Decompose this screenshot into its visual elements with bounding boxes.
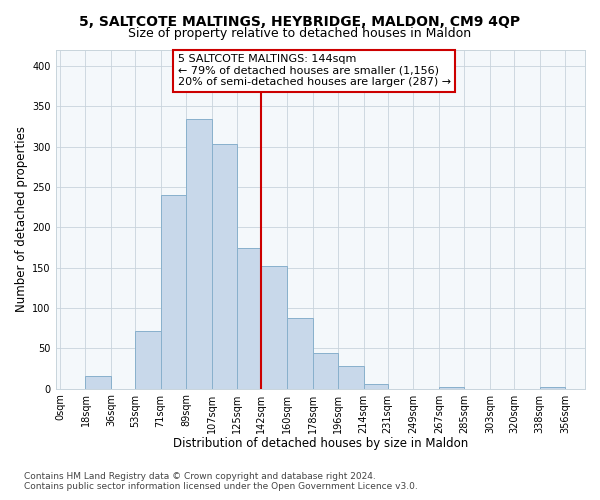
Bar [135, 330, 161, 388]
Text: 5 SALTCOTE MALTINGS: 144sqm
← 79% of detached houses are smaller (1,156)
20% of : 5 SALTCOTE MALTINGS: 144sqm ← 79% of det… [178, 54, 451, 87]
Bar [161, 195, 186, 388]
Bar [338, 366, 364, 388]
Bar [262, 266, 287, 388]
Bar [287, 318, 313, 388]
X-axis label: Distribution of detached houses by size in Maldon: Distribution of detached houses by size … [173, 437, 468, 450]
Text: Size of property relative to detached houses in Maldon: Size of property relative to detached ho… [128, 28, 472, 40]
Bar [85, 376, 111, 388]
Bar [313, 353, 338, 388]
Text: Contains HM Land Registry data © Crown copyright and database right 2024.: Contains HM Land Registry data © Crown c… [24, 472, 376, 481]
Text: Contains public sector information licensed under the Open Government Licence v3: Contains public sector information licen… [24, 482, 418, 491]
Text: 5, SALTCOTE MALTINGS, HEYBRIDGE, MALDON, CM9 4QP: 5, SALTCOTE MALTINGS, HEYBRIDGE, MALDON,… [79, 15, 521, 29]
Y-axis label: Number of detached properties: Number of detached properties [15, 126, 28, 312]
Bar [238, 248, 262, 388]
Bar [364, 384, 388, 388]
Bar [539, 387, 565, 388]
Bar [439, 387, 464, 388]
Bar [186, 120, 212, 388]
Bar [212, 144, 238, 388]
